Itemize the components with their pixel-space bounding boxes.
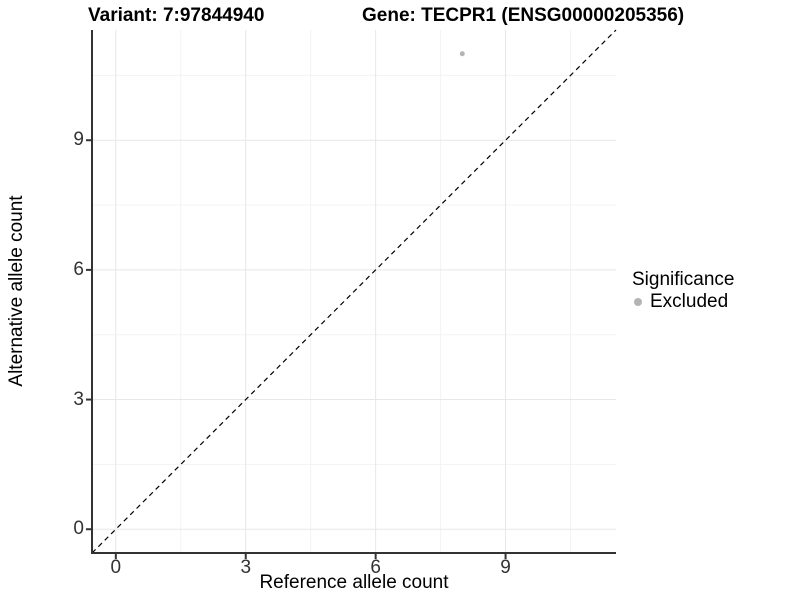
identity-line: [91, 29, 617, 554]
x-tick-label: 9: [500, 557, 511, 578]
x-axis-title: Reference allele count: [259, 572, 449, 593]
y-tick-label: 3: [73, 388, 84, 410]
legend-item-label: Excluded: [650, 291, 729, 312]
x-tick-label: 0: [110, 557, 122, 578]
circle-point-icon: [634, 298, 642, 306]
plot-title-gene: Gene: TECPR1 (ENSG00000205356): [362, 5, 685, 26]
y-axis-title: Alternative allele count: [6, 195, 27, 387]
legend-item-excluded: Excluded: [634, 291, 734, 313]
plot-title-variant: Variant: 7:97844940: [88, 5, 265, 26]
legend-title: Significance: [632, 269, 735, 290]
y-tick-label: 0: [73, 518, 84, 540]
x-tick-label: 3: [240, 557, 252, 578]
y-tick-label: 6: [73, 258, 84, 280]
x-tick-label: 6: [370, 557, 381, 578]
y-tick-label: 9: [73, 129, 84, 151]
data-point: [459, 51, 465, 57]
legend: Significance Excluded: [632, 269, 734, 313]
